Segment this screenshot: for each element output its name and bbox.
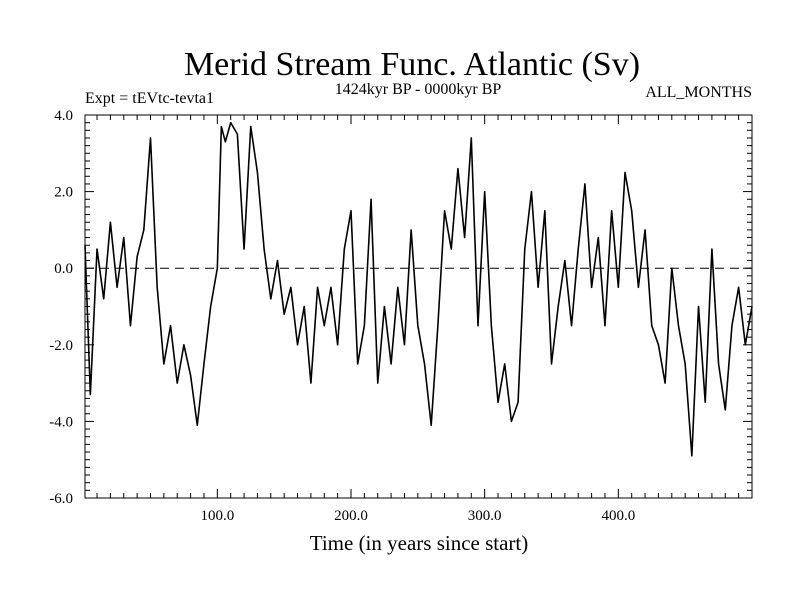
chart-title: Merid Stream Func. Atlantic (Sv) bbox=[184, 46, 640, 83]
experiment-label: Expt = tEVtc-tevta1 bbox=[85, 90, 214, 107]
months-label: ALL_MONTHS bbox=[645, 84, 752, 101]
y-tick-label: 2.0 bbox=[54, 185, 73, 201]
x-tick-label: 200.0 bbox=[334, 508, 368, 524]
axis-ticks bbox=[85, 114, 752, 499]
y-tick-label: -2.0 bbox=[49, 338, 73, 354]
series-layer bbox=[84, 121, 753, 457]
time-range-label: 1424kyr BP - 0000kyr BP bbox=[335, 81, 502, 98]
x-tick-label: 300.0 bbox=[468, 508, 502, 524]
x-tick-label: 400.0 bbox=[601, 508, 635, 524]
y-tick-label: -6.0 bbox=[49, 491, 73, 507]
plot-frame bbox=[84, 114, 753, 499]
tick-labels: 4.0 2.0 0.0 -2.0 -4.0 -6.0 100.0 200.0 300.0 400.… bbox=[49, 108, 635, 524]
y-tick-label: 0.0 bbox=[54, 261, 73, 277]
x-tick-label: 100.0 bbox=[200, 508, 234, 524]
y-tick-label: 4.0 bbox=[54, 108, 73, 124]
y-tick-label: -4.0 bbox=[49, 414, 73, 430]
series-line bbox=[84, 121, 753, 457]
x-axis-label: Time (in years since start) bbox=[310, 531, 529, 555]
